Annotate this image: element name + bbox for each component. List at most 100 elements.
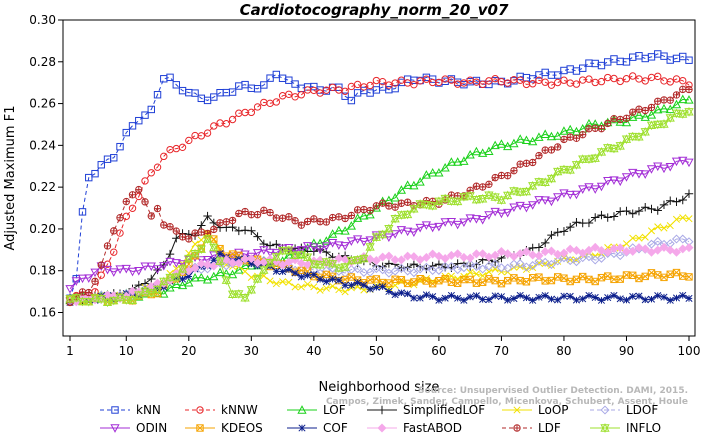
point-knn bbox=[141, 111, 149, 119]
point-fastabod bbox=[478, 249, 488, 259]
point-inflo bbox=[546, 173, 557, 184]
point-simplifiedlof bbox=[540, 238, 550, 248]
point-knnw bbox=[116, 229, 124, 237]
point-odin bbox=[202, 255, 213, 265]
point-inflo bbox=[402, 209, 413, 220]
point-cof bbox=[660, 293, 668, 301]
point-knnw bbox=[616, 77, 624, 86]
point-odin bbox=[259, 246, 269, 255]
point-fastabod bbox=[396, 255, 406, 265]
point-kdeos bbox=[560, 274, 568, 282]
point-ldf bbox=[510, 166, 518, 175]
point-knnw bbox=[503, 79, 512, 87]
point-inflo bbox=[678, 109, 688, 119]
point-ldf bbox=[491, 173, 499, 182]
point-odin bbox=[665, 162, 675, 172]
point-knnw bbox=[247, 108, 256, 117]
point-inflo bbox=[271, 252, 281, 262]
point-cof bbox=[535, 293, 543, 301]
point-cof bbox=[366, 285, 374, 293]
point-lof bbox=[509, 138, 519, 148]
point-inflo bbox=[596, 147, 607, 157]
point-simplifiedlof bbox=[634, 206, 644, 216]
point-loop bbox=[647, 227, 656, 235]
point-lof bbox=[634, 110, 644, 119]
point-inflo bbox=[509, 186, 519, 196]
point-knn bbox=[553, 71, 562, 79]
point-knn bbox=[572, 67, 581, 75]
series-ldf bbox=[66, 85, 693, 307]
point-fastabod bbox=[234, 258, 244, 268]
point-inflo bbox=[165, 272, 175, 283]
point-fastabod bbox=[590, 242, 600, 252]
point-knnw bbox=[385, 81, 393, 89]
point-inflo bbox=[252, 274, 263, 284]
x-tick-label: 40 bbox=[306, 344, 321, 358]
legend-marker-loop bbox=[513, 406, 521, 414]
point-ldf bbox=[372, 202, 381, 210]
point-odin bbox=[277, 244, 288, 254]
point-cof bbox=[566, 292, 574, 300]
point-inflo bbox=[365, 242, 375, 252]
point-cof bbox=[554, 296, 562, 304]
legend-item-inflo: INFLO bbox=[590, 421, 661, 434]
legend-marker-fastabod bbox=[377, 423, 387, 433]
point-knnw bbox=[285, 90, 293, 98]
point-loop bbox=[241, 267, 249, 276]
point-odin bbox=[434, 222, 444, 232]
point-inflo bbox=[603, 142, 613, 153]
point-simplifiedlof bbox=[234, 226, 244, 236]
point-fastabod bbox=[240, 254, 250, 264]
point-inflo bbox=[521, 186, 532, 197]
point-knnw bbox=[610, 74, 618, 83]
point-odin bbox=[402, 227, 413, 237]
point-fastabod bbox=[128, 286, 138, 296]
point-cof bbox=[304, 271, 312, 279]
point-inflo bbox=[415, 199, 425, 209]
point-simplifiedlof bbox=[603, 213, 612, 222]
point-lof bbox=[190, 272, 200, 282]
x-tick-label: 60 bbox=[431, 344, 446, 358]
point-loop bbox=[429, 277, 437, 285]
point-ldf bbox=[616, 115, 624, 124]
point-odin bbox=[584, 183, 594, 192]
point-fastabod bbox=[621, 247, 631, 257]
point-simplifiedlof bbox=[566, 222, 575, 232]
point-knnw bbox=[622, 74, 631, 83]
point-inflo bbox=[265, 257, 275, 268]
axes-layer: 1 10 20 30 40 50 60 70 80 90 100 0.16 0.18 0.20 0.22 0.… bbox=[29, 13, 700, 358]
point-knnw bbox=[366, 81, 374, 90]
point-loop bbox=[291, 283, 299, 291]
point-inflo bbox=[565, 165, 575, 175]
point-knn bbox=[91, 169, 99, 178]
point-ldf bbox=[216, 219, 224, 227]
point-ldf bbox=[391, 203, 399, 211]
point-ldof bbox=[459, 263, 469, 273]
point-fastabod bbox=[196, 259, 206, 269]
point-ldof bbox=[446, 261, 456, 271]
point-kdeos bbox=[522, 278, 531, 286]
point-lof bbox=[352, 213, 363, 222]
point-lof bbox=[621, 117, 632, 127]
point-odin bbox=[609, 176, 619, 185]
point-kdeos bbox=[510, 274, 518, 282]
point-knnw bbox=[485, 77, 493, 85]
point-knnw bbox=[422, 75, 431, 83]
point-knnw bbox=[297, 91, 306, 99]
point-ldf bbox=[654, 97, 662, 105]
point-knnw bbox=[141, 177, 149, 185]
point-ldf bbox=[560, 135, 568, 144]
legend-label: LDF bbox=[538, 421, 561, 434]
point-cof bbox=[410, 294, 418, 302]
point-knn bbox=[341, 92, 349, 100]
point-inflo bbox=[77, 296, 88, 307]
point-loop bbox=[279, 278, 287, 286]
point-inflo bbox=[190, 248, 200, 259]
point-knn bbox=[579, 64, 587, 72]
point-odin bbox=[102, 265, 113, 275]
point-knnw bbox=[447, 76, 456, 84]
point-ldf bbox=[285, 213, 293, 221]
point-knnw bbox=[328, 83, 337, 91]
point-ldf bbox=[503, 171, 512, 180]
point-odin bbox=[565, 190, 575, 200]
